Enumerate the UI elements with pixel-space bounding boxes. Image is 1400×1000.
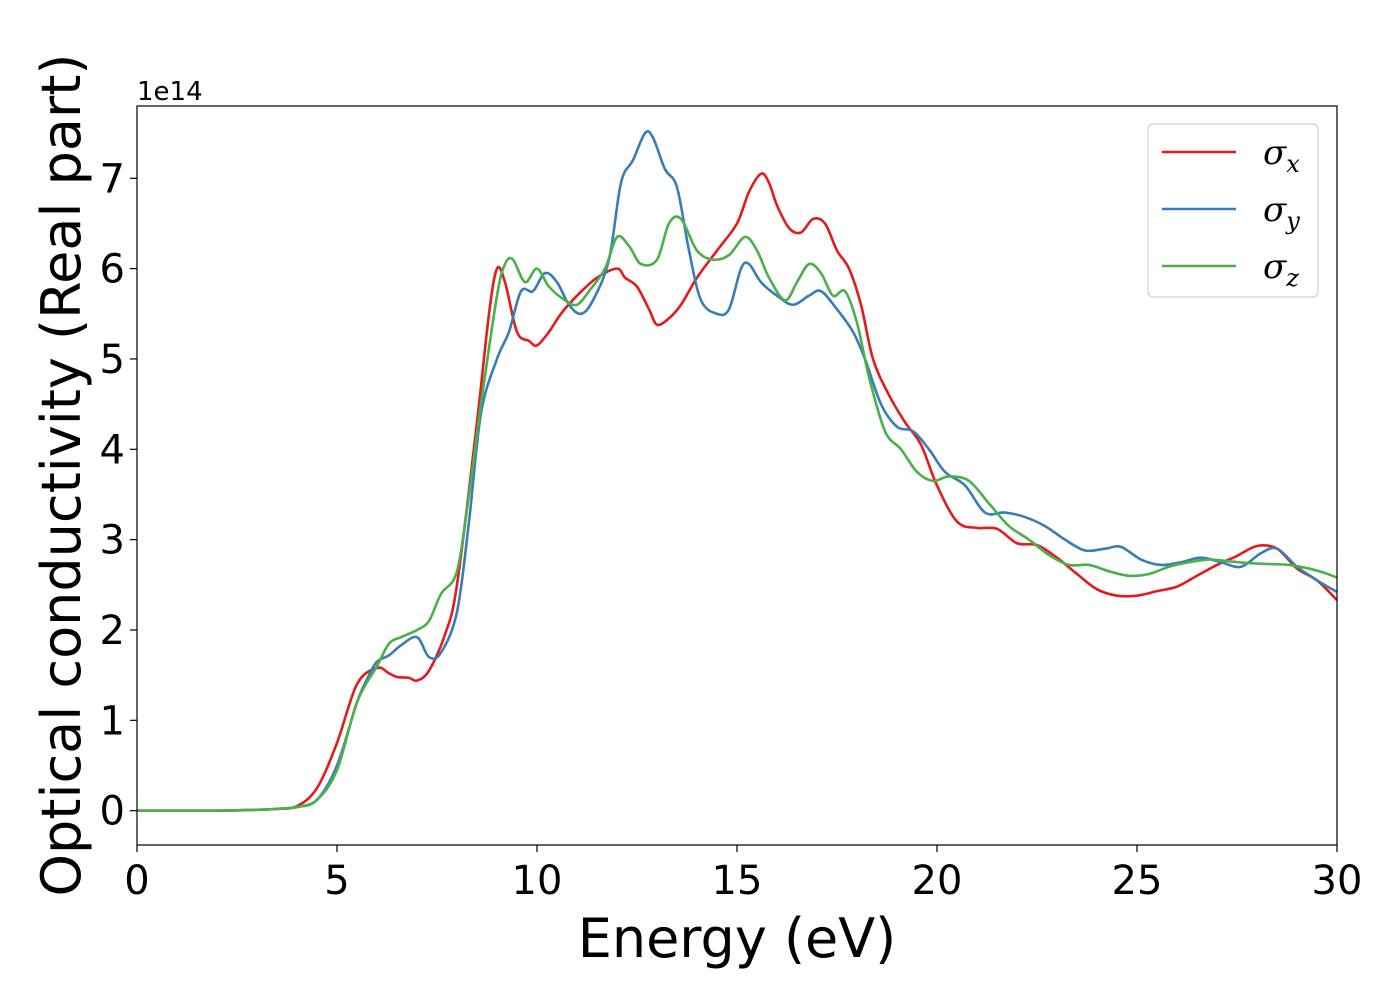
y-tick-label: 0 [100, 789, 125, 835]
legend-subscript: y [1285, 207, 1300, 235]
y-tick-label: 7 [100, 156, 125, 202]
y-tick-label: 6 [100, 247, 125, 293]
y-offset-label: 1e14 [137, 77, 203, 107]
legend-symbol: σ [1263, 133, 1287, 173]
legend-label-sigma-y: σy [1263, 190, 1300, 235]
y-axis: 0 1 2 3 4 5 6 7 [100, 156, 137, 835]
y-tick-label: 5 [100, 337, 125, 383]
x-tick-label: 5 [324, 858, 349, 904]
legend-symbol: σ [1263, 247, 1287, 287]
legend-frame [1147, 123, 1319, 298]
y-tick-label: 1 [100, 698, 125, 744]
y-tick-label: 3 [100, 518, 125, 564]
x-tick-label: 0 [124, 858, 149, 904]
legend-symbol: σ [1263, 190, 1287, 230]
x-tick-label: 10 [512, 858, 563, 904]
legend-label-sigma-x: σx [1263, 133, 1300, 178]
x-axis: 0 5 10 15 20 25 30 [124, 845, 1362, 904]
y-tick-label: 4 [100, 427, 125, 473]
legend-subscript: x [1286, 150, 1300, 178]
legend-subscript: z [1285, 264, 1299, 292]
plot-area [137, 129, 1337, 813]
y-axis-label: Optical conductivity (Real part) [30, 54, 93, 897]
y-tick-label: 2 [100, 608, 125, 654]
x-axis-label: Energy (eV) [578, 907, 897, 970]
x-tick-label: 15 [712, 858, 763, 904]
x-tick-label: 30 [1312, 858, 1363, 904]
series-line-sigma-z [137, 215, 1337, 813]
legend-label-sigma-z: σz [1263, 247, 1299, 292]
series-line-sigma-y [137, 129, 1337, 813]
x-tick-label: 20 [912, 858, 963, 904]
x-tick-label: 25 [1112, 858, 1163, 904]
series-line-sigma-x [137, 172, 1337, 813]
